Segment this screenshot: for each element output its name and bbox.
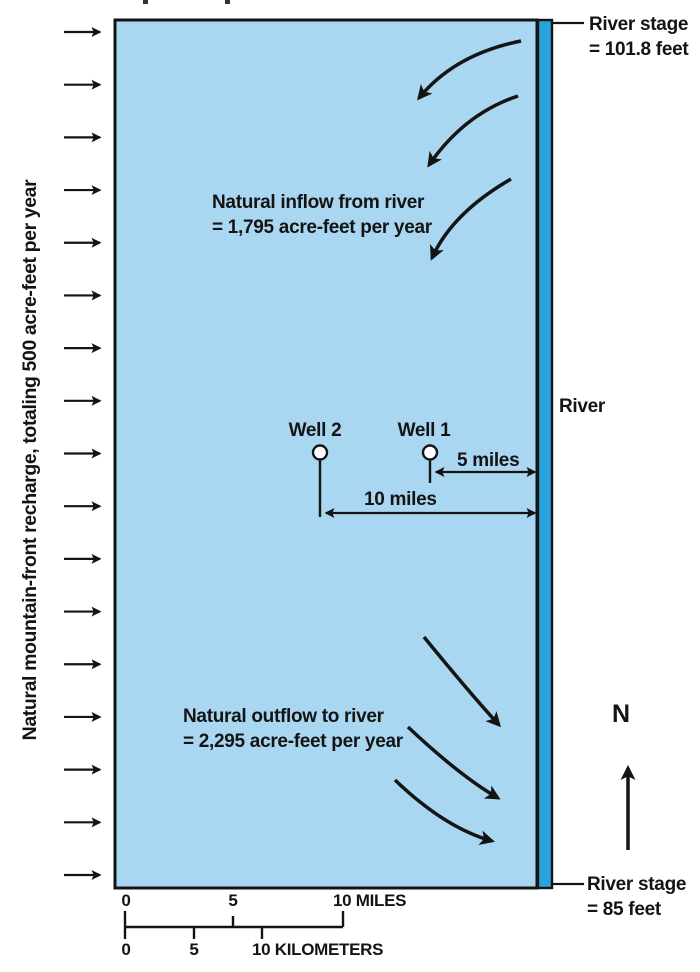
well2-label: Well 2 bbox=[288, 420, 342, 441]
inflow-arrow bbox=[430, 177, 512, 261]
scale-miles-5: 5 bbox=[228, 891, 238, 910]
scale-km-10: 10 KILOMETERS bbox=[252, 940, 384, 959]
inflow-label-line1: Natural inflow from river bbox=[212, 192, 425, 213]
recharge-arrows bbox=[64, 27, 102, 880]
wells bbox=[311, 444, 439, 517]
scale-km-5: 5 bbox=[189, 940, 199, 959]
river-label: River bbox=[559, 396, 606, 417]
inflow-arrows bbox=[417, 39, 522, 261]
scale-miles-0: 0 bbox=[121, 891, 131, 910]
well1-label: Well 1 bbox=[397, 420, 451, 441]
outflow-label-line1: Natural outflow to river bbox=[183, 706, 384, 727]
outflow-label: Natural outflow to river = 2,295 acre-fe… bbox=[183, 704, 403, 754]
cropped-text-remnant bbox=[225, 0, 230, 4]
inflow-arrow bbox=[427, 94, 519, 168]
well1-marker bbox=[421, 444, 439, 461]
outflow-arrow bbox=[422, 635, 502, 728]
north-label: N bbox=[612, 700, 630, 728]
river-strip bbox=[536, 18, 554, 890]
inflow-arrow bbox=[417, 39, 522, 101]
river-stage-top: River stage = 101.8 feet bbox=[589, 12, 689, 62]
river-stage-bottom-line2: = 85 feet bbox=[587, 899, 661, 920]
scale-miles-10: 10 MILES bbox=[333, 891, 407, 910]
inflow-label-line2: = 1,795 acre-feet per year bbox=[212, 217, 432, 238]
recharge-label: Natural mountain-front recharge, totalin… bbox=[19, 179, 41, 741]
inflow-label: Natural inflow from river = 1,795 acre-f… bbox=[212, 190, 432, 240]
outflow-label-line2: = 2,295 acre-feet per year bbox=[183, 731, 403, 752]
river-stage-top-line2: = 101.8 feet bbox=[589, 39, 689, 60]
river-stage-bottom: River stage = 85 feet bbox=[587, 872, 686, 922]
distance-label-10-miles: 10 miles bbox=[364, 489, 437, 510]
scale-bar bbox=[123, 911, 345, 939]
cropped-text-remnant bbox=[143, 0, 148, 4]
outflow-arrow bbox=[393, 778, 495, 846]
well2-marker bbox=[311, 444, 329, 461]
scale-km-0: 0 bbox=[121, 940, 131, 959]
river-stage-top-line1: River stage bbox=[589, 14, 689, 35]
outflow-arrow bbox=[406, 725, 501, 800]
river-stage-bottom-line1: River stage bbox=[587, 874, 687, 895]
distance-label-5-miles: 5 miles bbox=[457, 450, 520, 471]
outflow-arrows bbox=[393, 635, 502, 846]
